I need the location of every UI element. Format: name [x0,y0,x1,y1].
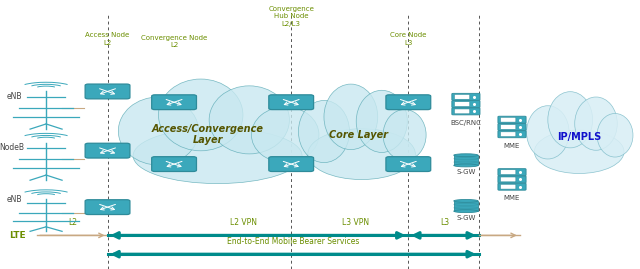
FancyBboxPatch shape [500,184,516,189]
FancyBboxPatch shape [498,123,526,130]
Ellipse shape [324,84,378,150]
FancyBboxPatch shape [452,108,480,115]
Text: LTE: LTE [10,231,26,240]
FancyBboxPatch shape [85,84,130,99]
Ellipse shape [133,128,302,183]
Text: S-GW: S-GW [456,169,476,175]
FancyBboxPatch shape [500,170,516,175]
Text: eNB: eNB [6,92,22,101]
Text: eNB: eNB [6,194,22,204]
Ellipse shape [252,107,319,162]
FancyBboxPatch shape [498,169,526,176]
FancyBboxPatch shape [498,176,526,183]
Text: L2: L2 [68,218,77,227]
Text: L3 VPN: L3 VPN [342,218,369,227]
FancyBboxPatch shape [454,109,470,114]
FancyBboxPatch shape [85,143,130,158]
Ellipse shape [575,97,617,150]
FancyBboxPatch shape [498,183,526,190]
FancyBboxPatch shape [152,95,196,110]
Text: End-to-End Mobile Bearer Services: End-to-End Mobile Bearer Services [227,237,359,246]
Text: IP/MPLS: IP/MPLS [557,132,602,142]
FancyBboxPatch shape [386,95,431,110]
Ellipse shape [548,92,593,148]
FancyBboxPatch shape [454,102,470,107]
Ellipse shape [454,154,478,157]
Text: Convergence Node
L2: Convergence Node L2 [141,35,207,48]
Text: MME: MME [504,143,520,148]
FancyBboxPatch shape [85,200,130,215]
Text: S-GW: S-GW [456,215,476,221]
Text: Access Node
L2: Access Node L2 [85,32,130,46]
Ellipse shape [298,101,349,162]
FancyBboxPatch shape [500,177,516,182]
Ellipse shape [527,106,569,159]
FancyBboxPatch shape [454,201,478,211]
Ellipse shape [308,129,415,180]
Text: MME: MME [504,195,520,201]
FancyBboxPatch shape [498,131,526,138]
Ellipse shape [534,130,624,174]
FancyBboxPatch shape [454,94,470,99]
FancyBboxPatch shape [452,101,480,108]
Ellipse shape [118,97,198,165]
Text: BSC/RNC: BSC/RNC [451,120,481,126]
FancyBboxPatch shape [452,93,480,100]
Text: Convergence
Hub Node
L2/L3: Convergence Hub Node L2/L3 [268,6,314,27]
Ellipse shape [454,200,478,202]
FancyBboxPatch shape [269,157,314,172]
Ellipse shape [356,90,407,153]
Ellipse shape [209,86,289,154]
FancyBboxPatch shape [269,95,314,110]
FancyBboxPatch shape [500,132,516,137]
Text: L2 VPN: L2 VPN [230,218,257,227]
FancyBboxPatch shape [498,116,526,123]
Ellipse shape [454,164,478,167]
Text: Core Node
L3: Core Node L3 [390,32,426,46]
FancyBboxPatch shape [500,117,516,122]
Text: Core Layer: Core Layer [329,129,388,140]
Ellipse shape [597,114,633,157]
Text: Access/Convergence
Layer: Access/Convergence Layer [152,124,264,145]
FancyBboxPatch shape [500,125,516,129]
FancyBboxPatch shape [386,157,431,172]
Text: NodeB: NodeB [0,143,24,153]
Ellipse shape [454,210,478,213]
FancyBboxPatch shape [454,155,478,165]
Ellipse shape [159,79,243,151]
Ellipse shape [383,109,426,160]
FancyBboxPatch shape [152,157,196,172]
Text: L3: L3 [440,218,449,227]
